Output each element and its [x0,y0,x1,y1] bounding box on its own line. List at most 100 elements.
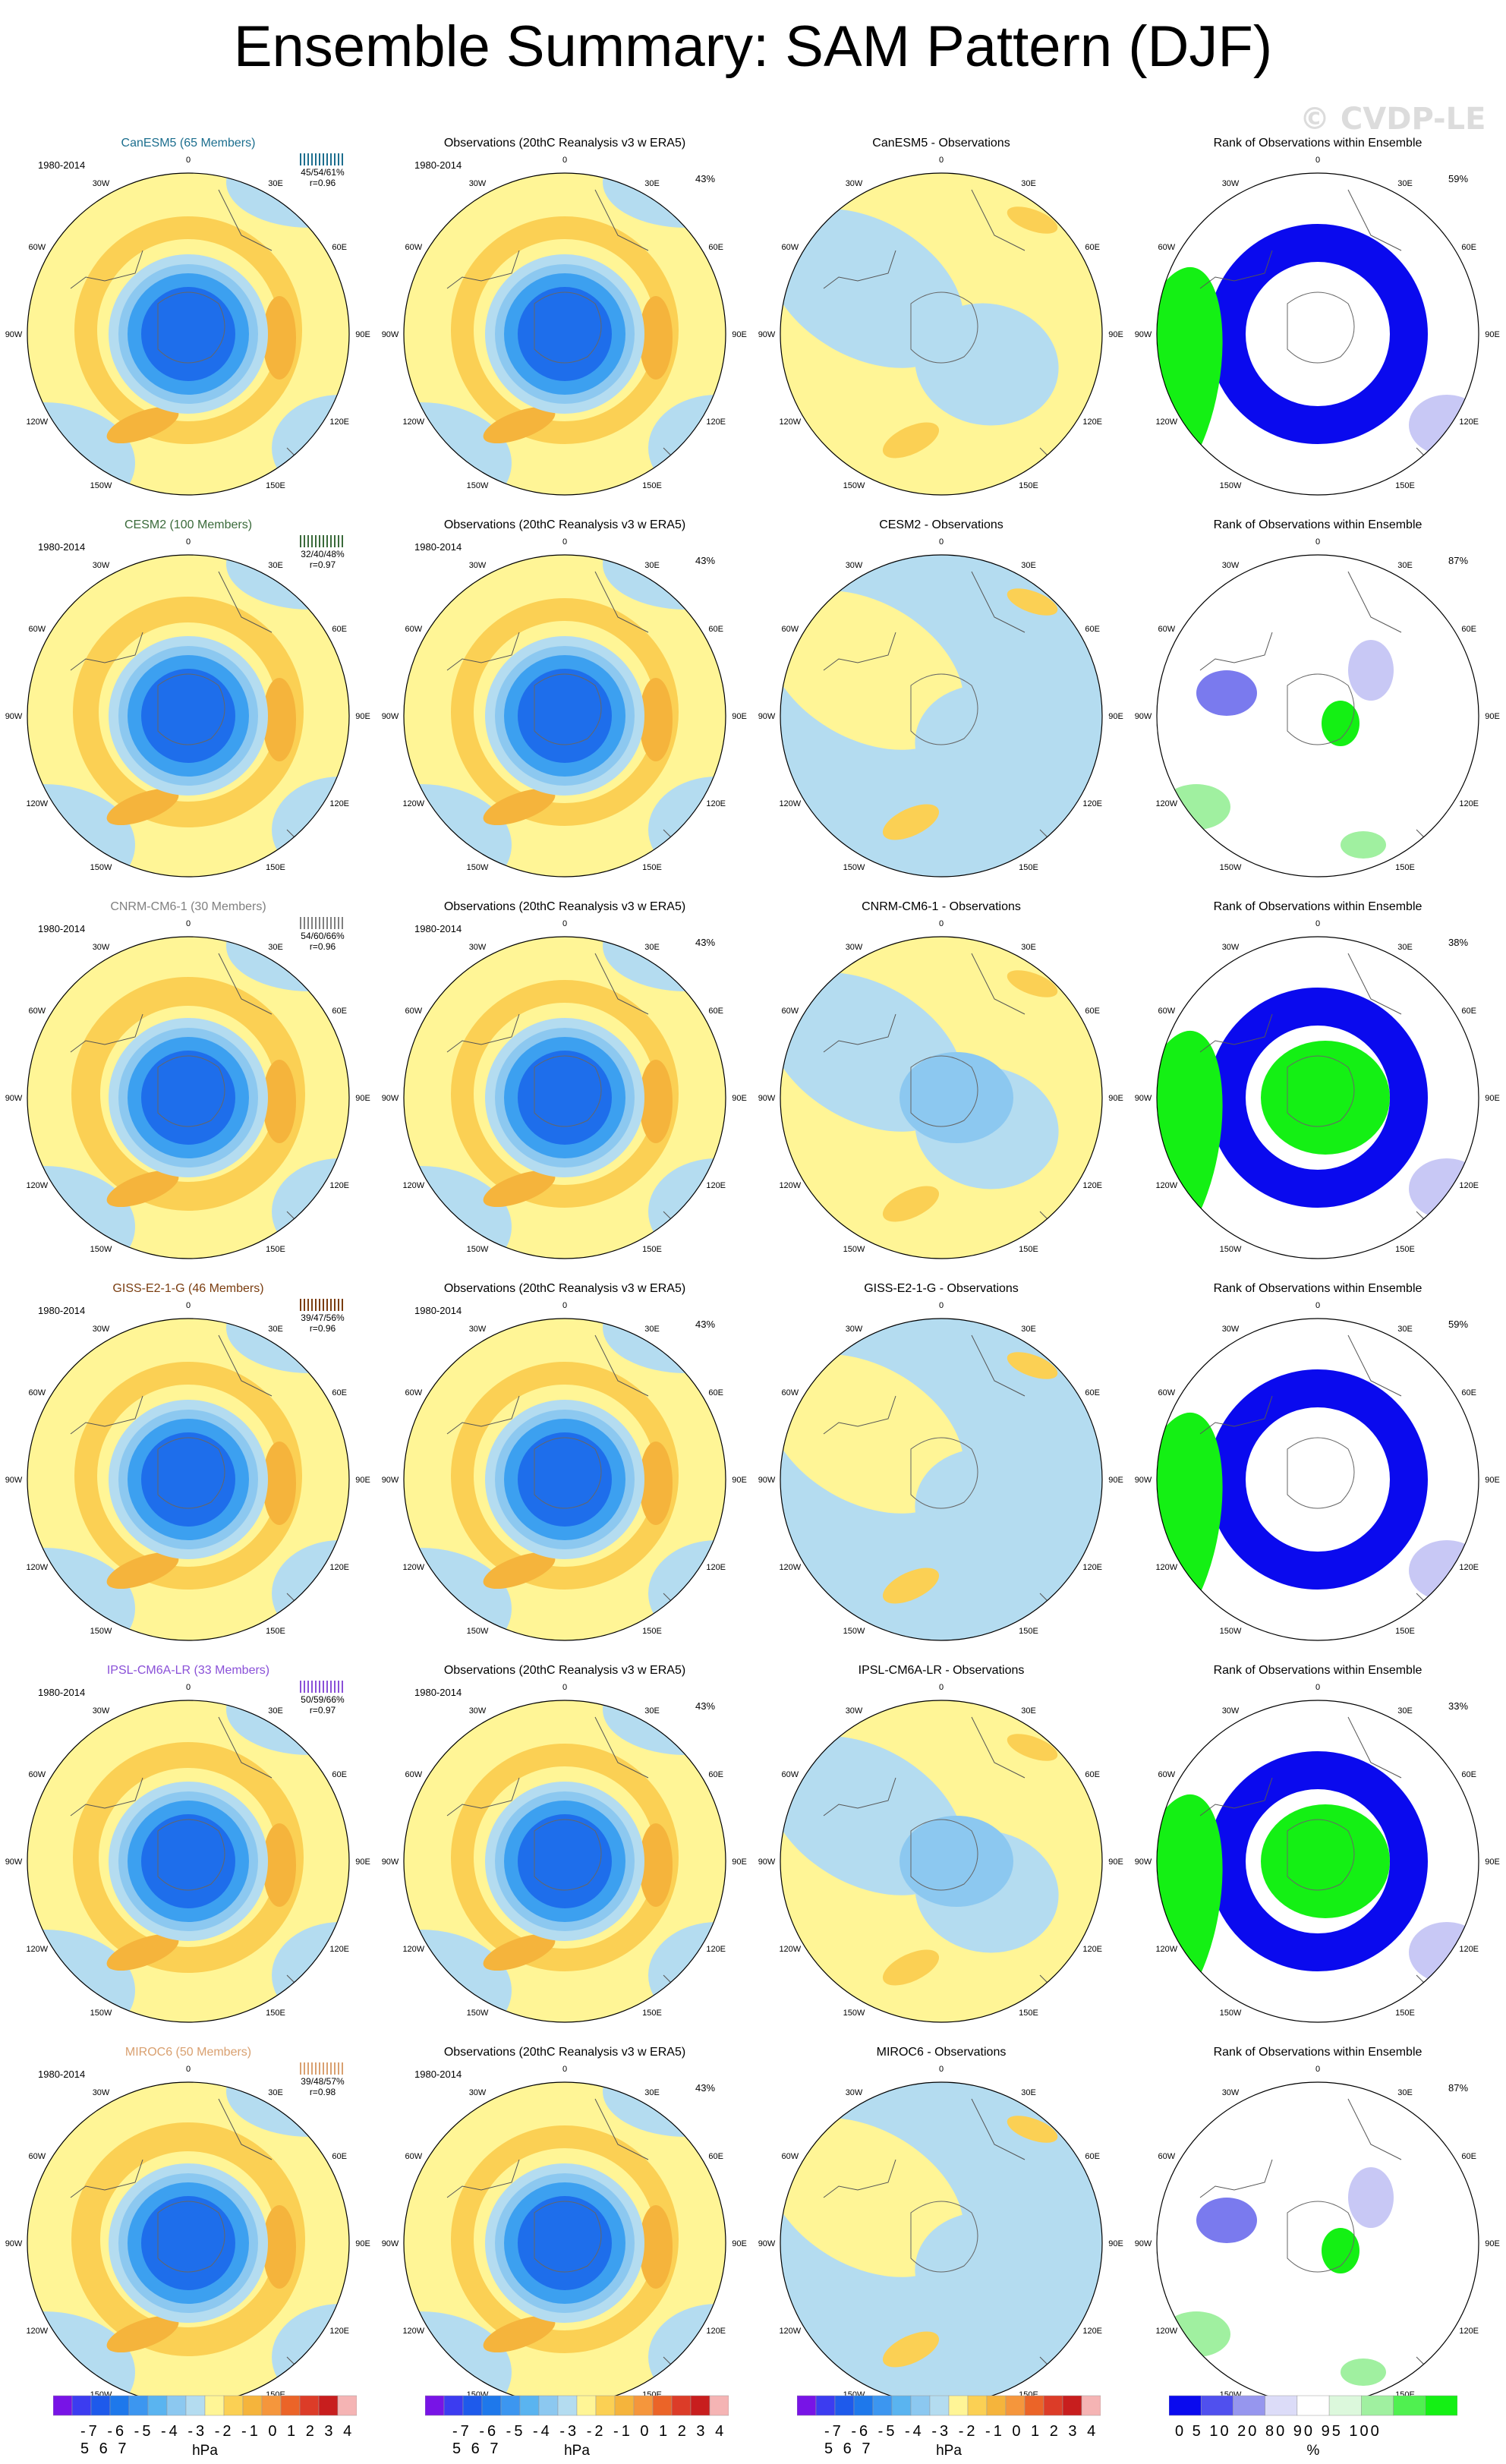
colorbar-swatch [538,2395,559,2416]
colorbar-swatch [52,2395,73,2416]
lon-label-l1: 30W [93,943,110,952]
lon-label-r3: 90E [1485,1476,1500,1485]
colorbar-swatch [796,2395,817,2416]
lon-label-r3: 90E [732,1094,747,1103]
colorbar-swatch [109,2395,130,2416]
orange-lobe-south [483,1552,556,1590]
polar-map: 030E60E90E120E150E180150W120W90W60W30W [5,156,370,496]
diff-region-c [882,2331,940,2368]
stats-percentiles: 50/59/66% [301,1694,345,1705]
africa-coast [1347,189,1402,251]
lon-label-r3: 90E [355,1094,370,1103]
south-america-coast [823,632,896,671]
antarctica-coast [534,1055,602,1127]
panel-diff-row-3: 030E60E90E120E150E180150W120W90W60W30WCN… [753,870,1130,1259]
lon-label-r5: 150E [1019,481,1038,490]
colorbar-swatch [1168,2395,1202,2416]
lon-label-r3: 90E [355,1476,370,1485]
legend-unit: hPa [192,2443,218,2459]
lon-label-l5: 150W [467,2009,489,2018]
south-america-coast [1199,2159,1273,2198]
colorbar-swatch [1062,2395,1082,2416]
africa-coast [971,953,1026,1015]
lon-label-r4: 120E [1459,1945,1479,1954]
lon-label-l1: 30W [1222,561,1240,570]
panel-title: Rank of Observations within Ensemble [1213,137,1423,150]
africa-coast [594,2098,649,2160]
lon-label-r3: 90E [1108,712,1123,721]
panel-title: CanESM5 (65 Members) [121,137,256,150]
rank-high-west [1157,1412,1223,1638]
lon-label-l5: 150W [90,1245,112,1254]
lon-label-l3: 90W [5,712,23,721]
lon-label-r3: 90E [355,1857,370,1867]
lon-label-l2: 60W [29,2152,46,2161]
colorbar-swatch [147,2395,168,2416]
lon-label-r5: 150E [1019,863,1038,872]
rank-layer [1157,173,1479,495]
colorbar-swatch [1393,2395,1426,2416]
panel-model-row-6: 030E60E90E120E150E180150W120W90W60W30WMI… [0,2015,376,2405]
polar-map: 030E60E90E120E150E180150W120W90W60W30W [382,537,747,878]
lon-label-r4: 120E [706,799,726,808]
lon-label-l5: 150W [467,1245,489,1254]
south-america-coast [70,1777,143,1816]
map-border [403,1700,726,2023]
lon-label-l2: 60W [1158,1770,1176,1779]
colorbar-swatch [1024,2395,1044,2416]
lon-label-l1: 30W [846,2088,863,2097]
orange-lobe-east [639,2205,673,2289]
lon-label-r5: 150E [1019,2009,1038,2018]
south-america-coast [446,1013,520,1053]
colorbar-swatch [929,2395,950,2416]
colorbar-swatch [424,2395,445,2416]
map-border [1156,554,1479,878]
south-america-coast [70,632,143,671]
ensemble-spread-bars [300,917,345,929]
colorbar-swatch [90,2395,111,2416]
lon-label-l3: 90W [5,2239,23,2248]
percent-label: 87% [1448,555,1469,566]
colorbar-swatch [1425,2395,1458,2416]
lon-label-r2: 60E [1085,243,1100,252]
orange-lobe-south [483,1933,556,1971]
africa-coast [218,1716,273,1779]
legend-ticks: -7 -6 -5 -4 -3 -2 -1 0 1 2 3 4 5 6 7 [824,2423,1099,2457]
orange-lobe-south [483,406,556,444]
south-america-coast [1199,1777,1273,1816]
polar-map: 030E60E90E120E150E180150W120W90W60W30W [758,156,1123,496]
orange-lobe-east [263,1442,296,1525]
orange-lobe-east [263,2205,296,2289]
legend-rank: 0 5 10 20 80 90 95 100 % [1168,2393,1458,2459]
ensemble-spread-bars [300,535,345,547]
diff-region-c [882,804,940,840]
colorbar-swatch [261,2395,282,2416]
colorbar-swatch [318,2395,339,2416]
panel-diff-row-4: 030E60E90E120E150E180150W120W90W60W30WGI… [753,1252,1130,1641]
panel-obs-row-1: 030E60E90E120E150E180150W120W90W60W30WOb… [376,106,753,496]
percent-label: 59% [1448,1319,1469,1330]
lon-label-r1: 30E [1021,943,1036,952]
antarctica-coast [534,2201,602,2273]
lon-label-l4: 120W [779,1181,801,1190]
orange-lobe-south [106,1170,179,1208]
lon-label-l3: 90W [5,1857,23,1867]
lon-label-r5: 150E [642,863,662,872]
colorbar-swatch [709,2395,729,2416]
antarctica-coast [1287,291,1355,364]
lon-label-r1: 30E [1021,2088,1036,2097]
negative-core [518,1051,612,1145]
legend-ticks: 0 5 10 20 80 90 95 100 [1175,2423,1382,2440]
diff-region-b [915,1448,1059,1571]
south-america-coast [1199,250,1273,289]
pattern-correlation: r=0.96 [309,941,336,952]
lon-label-r1: 30E [268,1325,283,1334]
pattern-correlation: r=0.97 [309,1705,336,1716]
lon-label-r1: 30E [1397,1325,1413,1334]
lon-label-r3: 90E [732,2239,747,2248]
panel-title: MIROC6 (50 Members) [124,2046,252,2059]
antarctica-coast [910,1055,978,1127]
lon-label-top: 0 [1315,1683,1320,1692]
africa-coast [218,571,273,633]
antarctica-coast [910,1437,978,1509]
